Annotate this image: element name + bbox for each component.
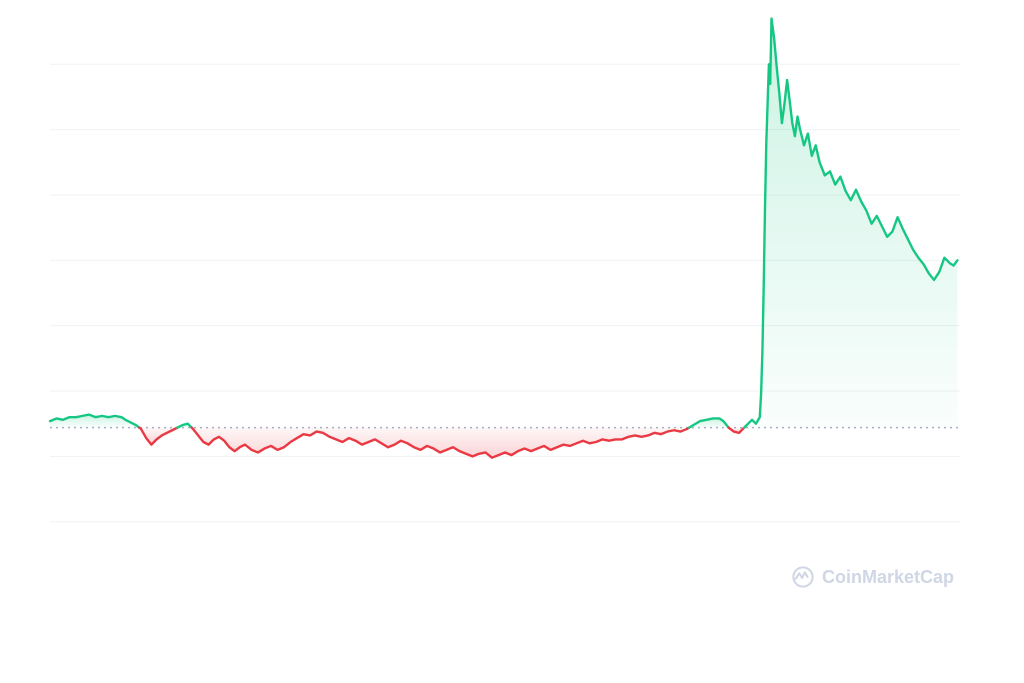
chart-svg [0, 0, 1024, 683]
price-chart: 0.150.200.250.300.350.400.450.50 12 Nov1… [0, 0, 1024, 683]
